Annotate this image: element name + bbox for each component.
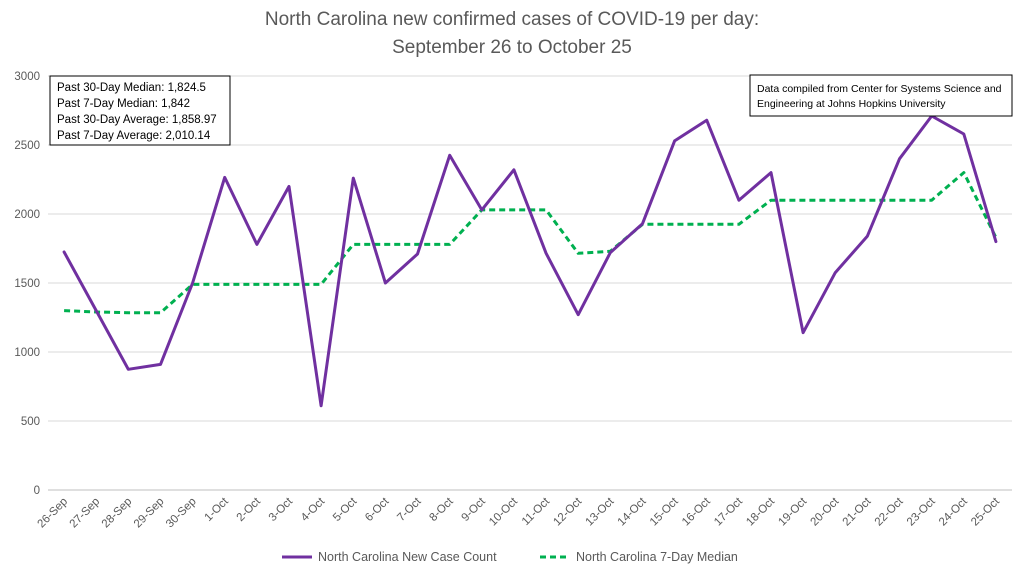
stats-line-7day-median: Past 7-Day Median: 1,842	[57, 98, 190, 110]
x-tick-label: 16-Oct	[680, 495, 713, 528]
x-tick-label: 22-Oct	[873, 495, 906, 528]
legend-label-case-count: North Carolina New Case Count	[318, 550, 497, 564]
x-tick-label: 6-Oct	[363, 495, 392, 524]
y-tick-label: 0	[34, 485, 40, 497]
x-tick-label: 13-Oct	[584, 495, 617, 528]
x-tick-label: 11-Oct	[520, 495, 553, 528]
x-tick-label: 8-Oct	[427, 495, 456, 524]
y-axis-ticks: 0 500 1000 1500 2000 2500 3000	[14, 71, 40, 497]
chart-title-line-1: North Carolina new confirmed cases of CO…	[265, 9, 759, 30]
x-tick-label: 29-Sep	[132, 496, 167, 531]
x-tick-label: 3-Oct	[267, 495, 296, 524]
x-tick-label: 15-Oct	[648, 495, 681, 528]
legend: North Carolina New Case Count North Caro…	[282, 550, 738, 564]
series-line	[64, 116, 996, 406]
series-lines	[64, 116, 996, 406]
x-tick-label: 21-Oct	[841, 495, 874, 528]
stats-line-7day-average: Past 7-Day Average: 2,010.14	[57, 130, 211, 142]
legend-item-case-count: North Carolina New Case Count	[282, 550, 497, 564]
x-tick-label: 24-Oct	[937, 495, 970, 528]
x-tick-label: 12-Oct	[551, 495, 584, 528]
y-tick-label: 2500	[14, 140, 40, 152]
x-tick-label: 5-Oct	[331, 495, 360, 524]
x-tick-label: 23-Oct	[905, 495, 938, 528]
x-tick-label: 7-Oct	[395, 495, 424, 524]
x-tick-label: 19-Oct	[776, 495, 809, 528]
x-tick-label: 25-Oct	[969, 495, 1002, 528]
y-tick-label: 3000	[14, 71, 40, 83]
y-tick-label: 1000	[14, 347, 40, 359]
x-tick-label: 17-Oct	[712, 495, 745, 528]
x-tick-label: 27-Sep	[68, 496, 103, 531]
y-tick-label: 1500	[14, 278, 40, 290]
x-tick-label: 4-Oct	[299, 495, 328, 524]
stats-annotation-box: Past 30-Day Median: 1,824.5 Past 7-Day M…	[50, 76, 230, 145]
x-tick-label: 18-Oct	[744, 495, 777, 528]
source-line-1: Data compiled from Center for Systems Sc…	[757, 83, 1002, 95]
x-tick-label: 2-Oct	[235, 495, 264, 524]
legend-label-7day-median: North Carolina 7-Day Median	[576, 550, 738, 564]
source-line-2: Engineering at Johns Hopkins University	[757, 98, 946, 110]
x-tick-label: 30-Sep	[164, 496, 199, 531]
stats-line-30day-median: Past 30-Day Median: 1,824.5	[57, 82, 206, 94]
x-tick-label: 14-Oct	[616, 495, 649, 528]
source-annotation-box: Data compiled from Center for Systems Sc…	[750, 75, 1012, 116]
x-tick-label: 9-Oct	[460, 495, 489, 524]
stats-line-30day-average: Past 30-Day Average: 1,858.97	[57, 114, 217, 126]
x-tick-label: 20-Oct	[808, 495, 841, 528]
x-tick-label: 28-Sep	[100, 496, 135, 531]
series-case-count	[64, 116, 996, 406]
x-tick-label: 26-Sep	[35, 496, 70, 531]
y-tick-label: 500	[21, 416, 40, 428]
legend-item-7day-median: North Carolina 7-Day Median	[540, 550, 738, 564]
x-tick-label: 1-Oct	[202, 495, 231, 524]
chart-title-line-2: September 26 to October 25	[392, 37, 632, 58]
y-tick-label: 2000	[14, 209, 40, 221]
x-tick-label: 10-Oct	[487, 495, 520, 528]
